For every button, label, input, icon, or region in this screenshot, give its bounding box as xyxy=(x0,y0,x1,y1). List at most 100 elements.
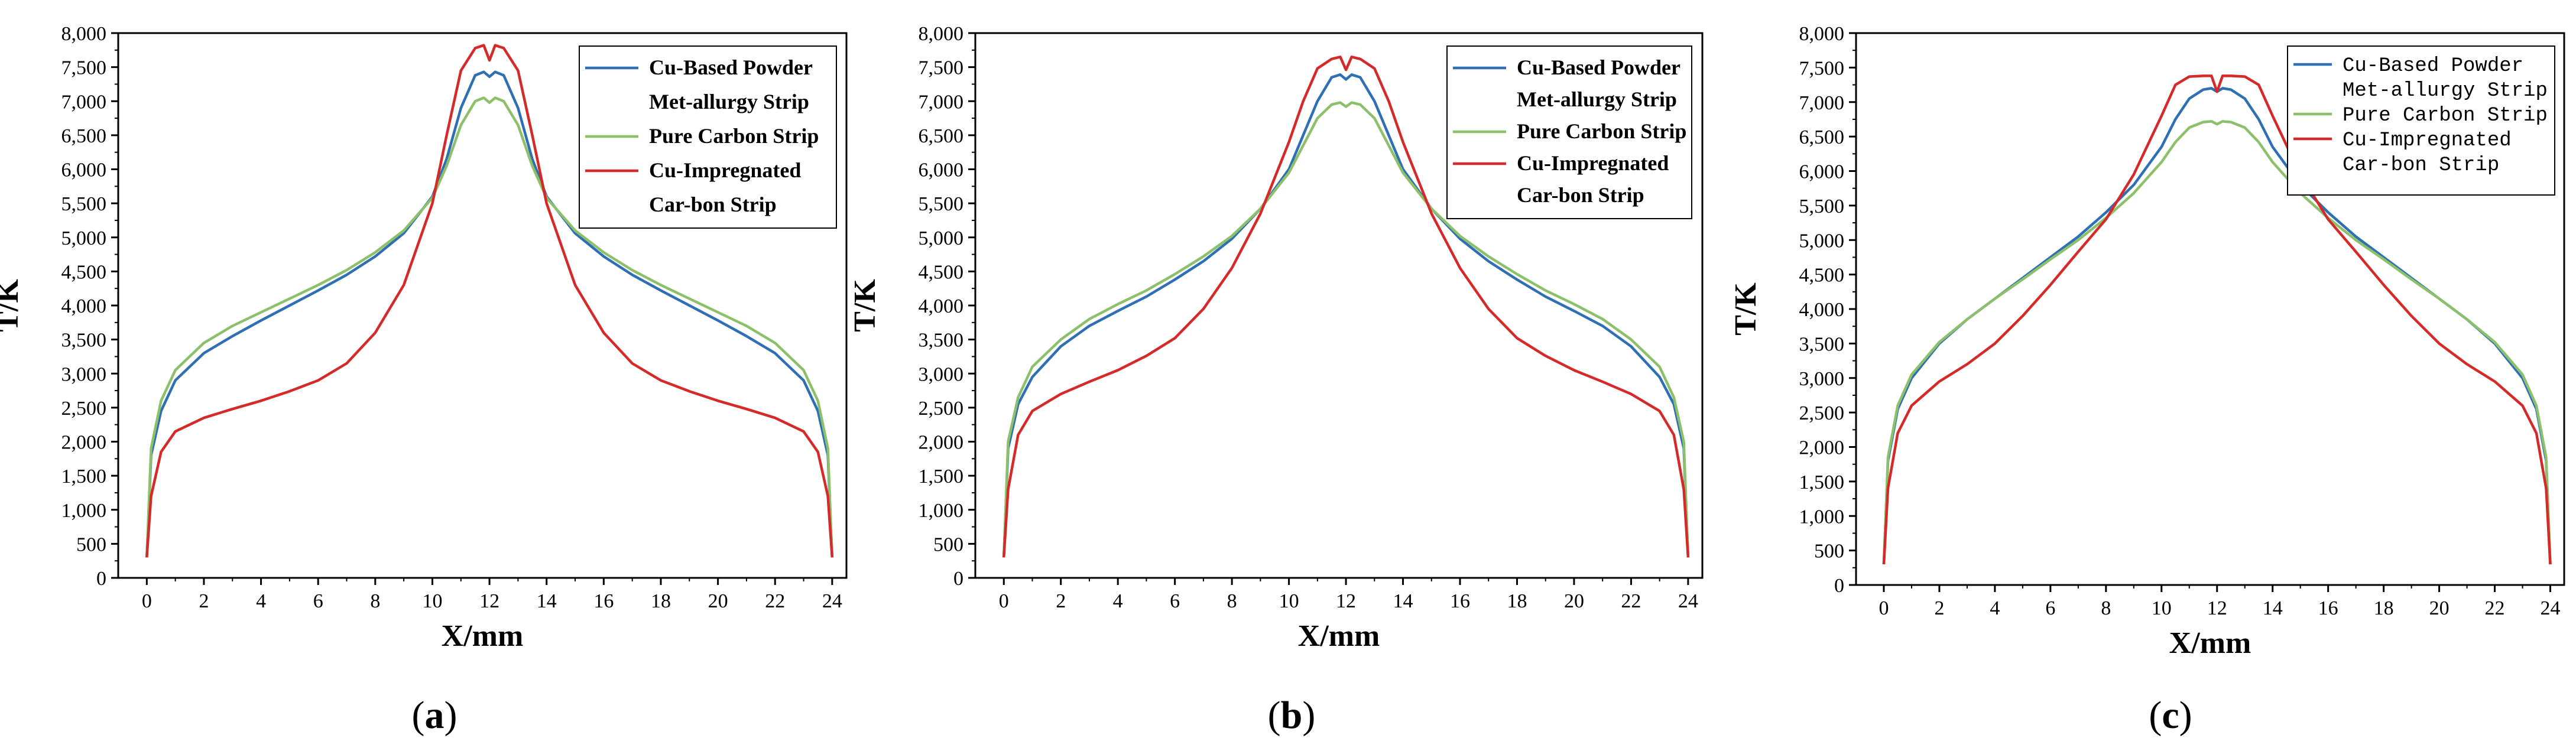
x-tick-label: 22 xyxy=(765,590,785,612)
legend-label: Cu-Based Powder xyxy=(2343,55,2523,77)
y-tick-label: 6,000 xyxy=(919,160,964,181)
x-tick-label: 18 xyxy=(1507,590,1527,612)
y-tick-label: 5,000 xyxy=(61,227,107,249)
x-tick-label: 24 xyxy=(1678,590,1698,612)
y-tick-label: 7,500 xyxy=(1799,57,1845,79)
y-tick-label: 0 xyxy=(96,568,106,590)
y-axis-title: T/K xyxy=(0,279,25,332)
x-tick-label: 18 xyxy=(651,590,671,612)
y-tick-label: 5,000 xyxy=(1799,230,1845,252)
x-tick-label: 12 xyxy=(1336,590,1356,612)
legend-label: Met-allurgy Strip xyxy=(2343,80,2548,102)
y-tick-label: 5,000 xyxy=(919,227,964,249)
caption-letter: b xyxy=(1281,694,1303,737)
y-tick-label: 3,500 xyxy=(61,330,107,352)
legend-label: Car-bon Strip xyxy=(649,193,777,216)
y-tick-label: 7,000 xyxy=(1799,92,1845,114)
caption-close-paren: ) xyxy=(1302,694,1315,737)
y-tick-label: 3,000 xyxy=(919,363,964,385)
series-line-cu-impregnated-car-bon-strip xyxy=(1882,74,2552,565)
x-tick-label: 14 xyxy=(2263,597,2283,619)
y-tick-label: 2,500 xyxy=(1799,402,1845,424)
x-tick-label: 16 xyxy=(2318,597,2338,619)
legend-label: Cu-Based Powder xyxy=(1517,56,1680,79)
y-tick-label: 1,000 xyxy=(1799,506,1845,528)
caption-open-paren: ( xyxy=(1268,694,1281,737)
legend-label: Cu-Based Powder xyxy=(649,56,813,79)
y-tick-label: 7,000 xyxy=(61,91,107,113)
legend-label: Pure Carbon Strip xyxy=(1517,119,1686,143)
x-tick-label: 6 xyxy=(313,590,323,612)
x-tick-label: 10 xyxy=(422,590,442,612)
y-tick-label: 6,500 xyxy=(61,125,107,147)
x-tick-label: 14 xyxy=(1393,590,1413,612)
legend-label: Pure Carbon Strip xyxy=(2343,105,2548,127)
y-tick-label: 7,500 xyxy=(61,57,107,79)
y-tick-label: 8,000 xyxy=(919,23,964,45)
x-tick-label: 16 xyxy=(593,590,614,612)
y-tick-label: 1,500 xyxy=(919,466,964,487)
x-tick-label: 24 xyxy=(822,590,842,612)
y-tick-label: 1,000 xyxy=(61,500,107,522)
y-axis-title: T/K xyxy=(848,279,882,332)
y-tick-label: 8,000 xyxy=(1799,23,1845,45)
series-line-pure-carbon-strip xyxy=(1002,101,1690,558)
x-tick-label: 0 xyxy=(142,590,152,612)
x-tick-label: 20 xyxy=(2429,597,2450,619)
x-tick-label: 0 xyxy=(999,590,1009,612)
legend-label: Met-allurgy Strip xyxy=(649,90,809,113)
caption-open-paren: ( xyxy=(412,694,425,737)
x-tick-label: 2 xyxy=(199,590,209,612)
x-tick-label: 20 xyxy=(708,590,728,612)
panel-caption: (b) xyxy=(1268,694,1316,737)
x-tick-label: 24 xyxy=(2541,597,2561,619)
x-tick-label: 4 xyxy=(1113,590,1123,612)
x-tick-label: 6 xyxy=(1170,590,1180,612)
y-tick-label: 5,500 xyxy=(61,193,107,215)
y-tick-label: 1,000 xyxy=(919,500,964,522)
legend-label: Car-bon Strip xyxy=(2343,154,2499,177)
y-tick-label: 2,000 xyxy=(61,432,107,454)
x-axis-title: X/mm xyxy=(2169,626,2251,660)
x-tick-label: 8 xyxy=(2101,597,2111,619)
y-tick-label: 0 xyxy=(1834,575,1844,597)
panel-caption: (c) xyxy=(2149,694,2192,737)
y-tick-label: 8,000 xyxy=(61,23,107,45)
y-tick-label: 0 xyxy=(953,568,963,590)
y-tick-label: 6,500 xyxy=(919,125,964,147)
y-tick-label: 1,500 xyxy=(1799,472,1845,493)
x-tick-label: 16 xyxy=(1450,590,1470,612)
y-tick-label: 500 xyxy=(76,534,106,555)
x-tick-label: 18 xyxy=(2374,597,2394,619)
legend-label: Cu-Impregnated xyxy=(1517,151,1669,175)
y-tick-label: 4,500 xyxy=(61,261,107,283)
caption-close-paren: ) xyxy=(2179,694,2192,737)
chart-panel-b: 0 500 1,000 1,500 2,000 2,500 3,000 3,500 4,000 4… xyxy=(848,23,1704,737)
y-tick-label: 3,500 xyxy=(919,330,964,352)
x-tick-label: 8 xyxy=(1227,590,1237,612)
series-line-cu-based-powder-met-allurgy-strip xyxy=(1002,73,1690,558)
y-tick-label: 6,000 xyxy=(61,160,107,181)
y-tick-label: 5,500 xyxy=(1799,196,1845,217)
x-tick-label: 22 xyxy=(2485,597,2505,619)
panel-caption: (a) xyxy=(412,694,458,737)
y-tick-label: 3,000 xyxy=(61,363,107,385)
y-tick-label: 2,000 xyxy=(1799,437,1845,459)
y-tick-label: 4,000 xyxy=(61,295,107,317)
x-tick-label: 4 xyxy=(1990,597,2000,619)
x-tick-label: 10 xyxy=(1279,590,1299,612)
y-tick-label: 5,500 xyxy=(919,193,964,215)
x-tick-label: 20 xyxy=(1564,590,1584,612)
series-line-cu-based-powder-met-allurgy-strip xyxy=(145,70,834,558)
y-tick-label: 4,000 xyxy=(1799,299,1845,321)
caption-letter: c xyxy=(2162,694,2179,737)
y-tick-label: 2,000 xyxy=(919,432,964,454)
series-line-pure-carbon-strip xyxy=(145,96,834,558)
y-tick-label: 3,500 xyxy=(1799,333,1845,355)
y-tick-label: 7,000 xyxy=(919,91,964,113)
y-tick-label: 6,000 xyxy=(1799,161,1845,183)
caption-close-paren: ) xyxy=(445,694,458,737)
x-tick-label: 4 xyxy=(256,590,266,612)
x-tick-label: 2 xyxy=(1056,590,1066,612)
caption-letter: a xyxy=(425,694,445,737)
